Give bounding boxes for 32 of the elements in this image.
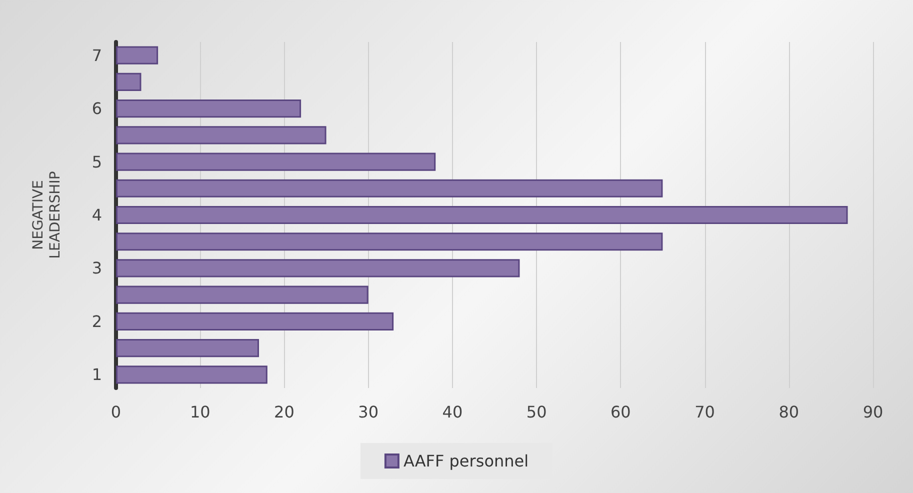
bar [116, 206, 848, 224]
x-tick-label: 0 [110, 402, 122, 422]
x-tick-label: 10 [190, 402, 210, 422]
y-tick-label: 1 [92, 365, 102, 384]
x-tick-label: 80 [778, 402, 800, 422]
y-tick-label: 2 [92, 312, 102, 331]
bar [116, 179, 663, 198]
x-tick-label: 50 [526, 402, 547, 422]
legend-label: AAFF personnel [403, 452, 529, 470]
y-tick-label: 5 [92, 152, 102, 172]
y-tick-label: 3 [92, 258, 102, 278]
bar [116, 126, 326, 144]
bar [116, 232, 663, 251]
y-tick-label: 7 [92, 46, 102, 65]
bar [116, 46, 158, 64]
x-tick-label: 60 [610, 402, 631, 422]
bar [116, 99, 302, 118]
bar [116, 366, 268, 384]
y-tick-label: 4 [92, 206, 102, 224]
bar [116, 312, 394, 331]
x-tick-label: 40 [442, 402, 463, 422]
bar [116, 286, 368, 304]
bar [116, 259, 520, 278]
x-tick-label: 70 [694, 402, 715, 422]
y-axis-title: NEGATIVE LEADERSHIP [30, 171, 64, 259]
bar [116, 339, 259, 358]
bar [116, 152, 436, 171]
y-tick-label: 6 [92, 99, 102, 118]
x-tick-label: 90 [862, 402, 884, 422]
x-tick-label: 30 [358, 402, 379, 422]
bar [116, 72, 142, 91]
x-tick-label: 20 [274, 402, 294, 422]
